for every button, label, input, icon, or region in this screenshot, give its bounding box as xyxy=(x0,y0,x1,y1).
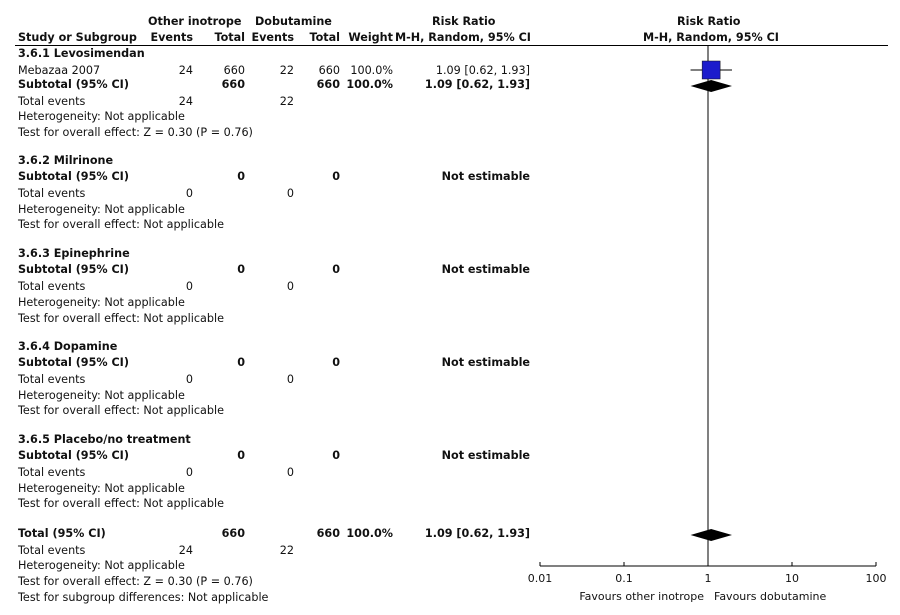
header-rr-right-2: M-H, Random, 95% CI xyxy=(643,31,779,44)
total-label: Total (95% CI) xyxy=(18,527,106,540)
subgroup-differences: Test for subgroup differences: Not appli… xyxy=(18,591,269,604)
study-events2: 22 xyxy=(279,64,294,77)
favours-left-label: Favours other inotrope xyxy=(579,590,704,603)
study-weight: 100.0% xyxy=(350,64,393,77)
x-tick-label: 1 xyxy=(705,572,712,585)
heterogeneity: Heterogeneity: Not applicable xyxy=(18,203,185,216)
header-weight: Weight xyxy=(348,31,393,44)
subtotal-total1: 0 xyxy=(237,263,245,276)
subtotal-total1: 0 xyxy=(237,170,245,183)
total-events1: 0 xyxy=(185,187,193,200)
subtotal-total2: 660 xyxy=(316,78,340,91)
total-events2: 0 xyxy=(286,280,294,293)
total-events2: 22 xyxy=(279,95,294,108)
study-estimate-square xyxy=(701,60,721,80)
subtotal-total2: 0 xyxy=(332,170,340,183)
total-events-label: Total events xyxy=(18,373,86,386)
header-group2: Dobutamine xyxy=(255,15,332,28)
subtotal-total2: 0 xyxy=(332,356,340,369)
subtotal-ci: Not estimable xyxy=(441,356,530,369)
header-total2: Total xyxy=(309,31,340,44)
subtotal-total2: 0 xyxy=(332,263,340,276)
total-events1: 0 xyxy=(185,280,193,293)
header-events2: Events xyxy=(251,31,295,44)
study-ci: 1.09 [0.62, 1.93] xyxy=(435,64,530,77)
subtotal-label: Subtotal (95% CI) xyxy=(18,356,129,369)
total-events2: 0 xyxy=(286,466,294,479)
overall-effect: Test for overall effect: Not applicable xyxy=(18,218,224,231)
subgroup-title: 3.6.3 Epinephrine xyxy=(18,247,130,260)
header-events1: Events xyxy=(150,31,194,44)
subtotal-total1: 660 xyxy=(221,78,245,91)
x-tick-label: 10 xyxy=(785,572,799,585)
study-total2: 660 xyxy=(318,64,340,77)
favours-right-label: Favours dobutamine xyxy=(714,590,826,603)
header-rr-left-2: M-H, Random, 95% CI xyxy=(395,31,531,44)
total-events1: 0 xyxy=(185,373,193,386)
total-events1: 24 xyxy=(178,95,193,108)
total-diamond xyxy=(690,529,732,541)
subtotal-weight: 100.0% xyxy=(346,78,393,91)
x-tick-label: 0.1 xyxy=(615,572,633,585)
subtotal-ci: Not estimable xyxy=(441,170,530,183)
study-name: Mebazaa 2007 xyxy=(18,64,101,77)
total-events2: 22 xyxy=(279,544,294,557)
total-events2: 0 xyxy=(286,187,294,200)
overall-effect: Test for overall effect: Not applicable xyxy=(18,312,224,325)
subgroup-title: 3.6.5 Placebo/no treatment xyxy=(18,433,191,446)
subtotal-total1: 0 xyxy=(237,449,245,462)
subtotal-label: Subtotal (95% CI) xyxy=(18,78,129,91)
heterogeneity: Heterogeneity: Not applicable xyxy=(18,296,185,309)
total-ci: 1.09 [0.62, 1.93] xyxy=(424,527,530,540)
overall-effect: Test for overall effect: Not applicable xyxy=(18,404,224,417)
heterogeneity: Heterogeneity: Not applicable xyxy=(18,559,185,572)
header-study: Study or Subgroup xyxy=(18,31,137,44)
heterogeneity: Heterogeneity: Not applicable xyxy=(18,389,185,402)
header-group1: Other inotrope xyxy=(148,15,242,28)
header-total1: Total xyxy=(214,31,245,44)
total-events1: 0 xyxy=(185,466,193,479)
total-events-label: Total events xyxy=(18,466,86,479)
total-total1: 660 xyxy=(221,527,245,540)
subgroup-title: 3.6.2 Milrinone xyxy=(18,154,114,167)
x-tick-label: 100 xyxy=(866,572,887,585)
subgroup-title: 3.6.1 Levosimendan xyxy=(18,47,145,60)
total-weight: 100.0% xyxy=(346,527,393,540)
total-events-label: Total events xyxy=(18,187,86,200)
subtotal-label: Subtotal (95% CI) xyxy=(18,263,129,276)
total-events-label: Total events xyxy=(18,280,86,293)
subtotal-total1: 0 xyxy=(237,356,245,369)
overall-effect: Test for overall effect: Not applicable xyxy=(18,497,224,510)
header-rr-left-1: Risk Ratio xyxy=(432,15,496,28)
subtotal-ci: Not estimable xyxy=(441,263,530,276)
study-total1: 660 xyxy=(223,64,245,77)
total-events1: 24 xyxy=(178,544,193,557)
total-events-label: Total events xyxy=(18,544,86,557)
total-total2: 660 xyxy=(316,527,340,540)
study-events1: 24 xyxy=(178,64,193,77)
heterogeneity: Heterogeneity: Not applicable xyxy=(18,482,185,495)
subtotal-ci: Not estimable xyxy=(441,449,530,462)
subtotal-label: Subtotal (95% CI) xyxy=(18,449,129,462)
subgroup-title: 3.6.4 Dopamine xyxy=(18,340,118,353)
total-events-label: Total events xyxy=(18,95,86,108)
heterogeneity: Heterogeneity: Not applicable xyxy=(18,110,185,123)
subtotal-total2: 0 xyxy=(332,449,340,462)
subtotal-label: Subtotal (95% CI) xyxy=(18,170,129,183)
header-rr-right-1: Risk Ratio xyxy=(677,15,741,28)
subtotal-diamond xyxy=(690,80,732,92)
overall-effect: Test for overall effect: Z = 0.30 (P = 0… xyxy=(18,575,253,588)
x-tick-label: 0.01 xyxy=(528,572,553,585)
subtotal-ci: 1.09 [0.62, 1.93] xyxy=(424,78,530,91)
total-events2: 0 xyxy=(286,373,294,386)
overall-effect: Test for overall effect: Z = 0.30 (P = 0… xyxy=(18,126,253,139)
